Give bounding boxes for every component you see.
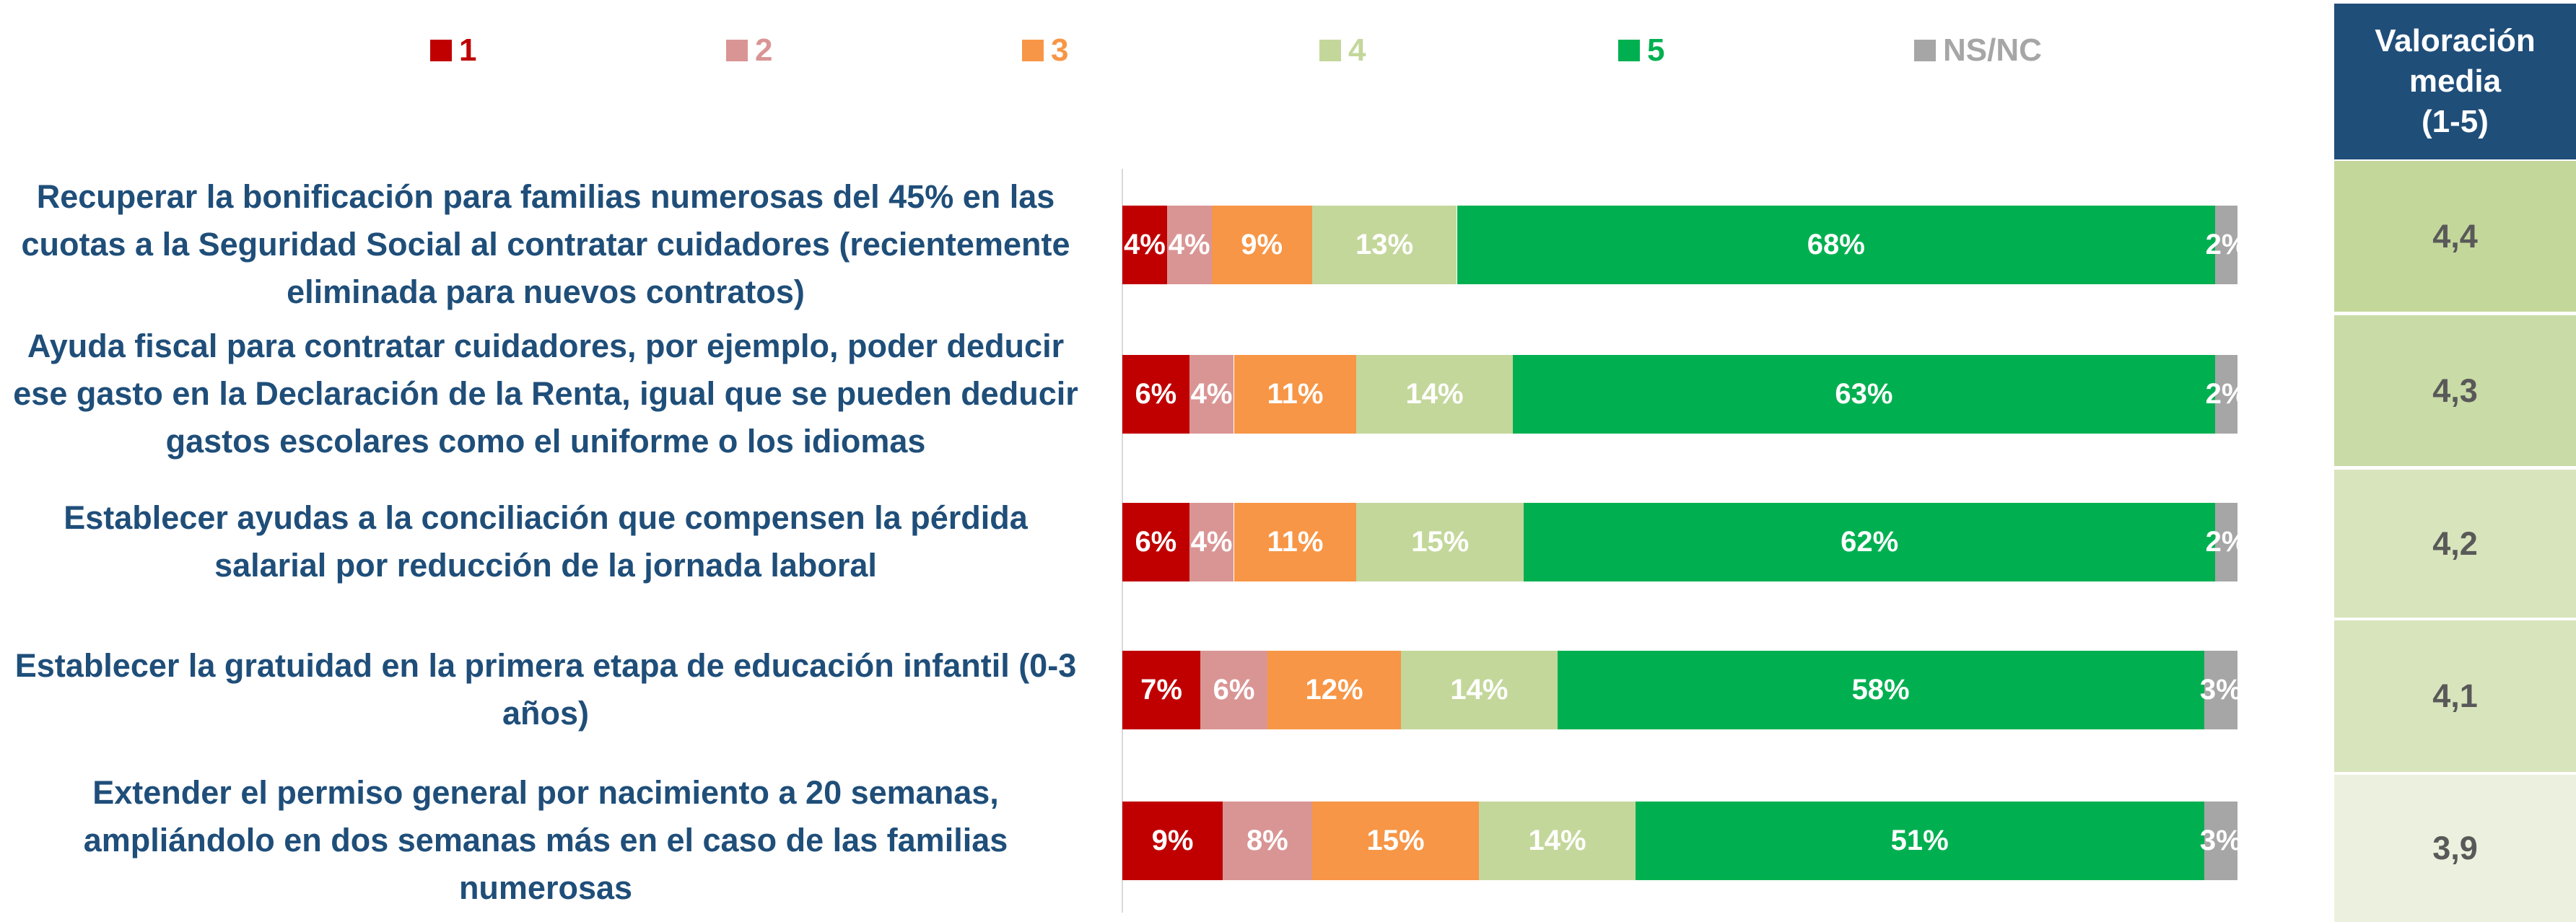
data-label: 12% (1305, 673, 1363, 706)
table-cell: 3,9 (2334, 775, 2576, 922)
data-label: 2% (2205, 228, 2248, 260)
legend-swatch (430, 40, 452, 61)
bar-segment: 12% (1267, 650, 1402, 729)
legend-item: NS/NC (1914, 29, 2042, 72)
data-label: 4% (1190, 377, 1233, 410)
category-label: Ayuda fiscal para contratar cuidadores, … (13, 328, 1078, 460)
table-header: Valoración media (1-5) (2334, 4, 2576, 159)
data-label: 15% (1366, 824, 1425, 856)
legend-swatch (1618, 40, 1640, 61)
data-label: 3% (2199, 824, 2242, 856)
bar-segment: 11% (1234, 354, 1357, 434)
bar-segment: 4% (1166, 205, 1212, 284)
legend-swatch (1319, 40, 1341, 61)
data-label: 4% (1190, 525, 1233, 558)
legend-swatch (726, 40, 748, 61)
bar-segment: 9% (1211, 205, 1312, 284)
bar-segment: 62% (1524, 502, 2216, 581)
data-label: 14% (1528, 824, 1586, 856)
bar-segment: 14% (1479, 801, 1636, 880)
legend-item: 5 (1618, 29, 1664, 72)
data-label: 15% (1411, 525, 1470, 558)
data-label: 6% (1135, 377, 1177, 410)
data-label: 6% (1213, 673, 1255, 706)
legend-label: 4 (1348, 32, 1366, 68)
bar-segment: 9% (1122, 801, 1223, 880)
data-label: 13% (1355, 228, 1414, 260)
bar-segment: 2% (2206, 205, 2247, 284)
bar-segment: 14% (1356, 354, 1513, 434)
data-label: 68% (1807, 228, 1865, 260)
bar-segment: 2% (2206, 354, 2247, 434)
category-label: Establecer ayudas a la conciliación que … (64, 499, 1028, 584)
bar-segment: 4% (1189, 502, 1234, 581)
data-label: 4% (1123, 228, 1166, 260)
data-label: 14% (1405, 377, 1464, 410)
bar-segment: 8% (1223, 801, 1312, 880)
table-cell: 4,1 (2334, 620, 2576, 772)
bar-segment: 4% (1189, 354, 1234, 434)
data-label: 62% (1841, 525, 1899, 558)
data-label: 9% (1241, 228, 1283, 260)
table-cell: 4,2 (2334, 470, 2576, 618)
legend-label: 2 (755, 32, 773, 68)
legend-label: NS/NC (1943, 32, 2042, 68)
legend-swatch (1022, 40, 1044, 61)
bar-segment: 63% (1512, 354, 2216, 434)
legend-item: 3 (1022, 29, 1068, 72)
bar-segment: 14% (1401, 650, 1558, 729)
bar-segment: 2% (2206, 502, 2247, 581)
data-label: 2% (2205, 377, 2248, 410)
data-label: 58% (1851, 673, 1910, 706)
bar-segment: 7% (1122, 650, 1201, 729)
bar-segment: 15% (1311, 801, 1480, 880)
bar-segment: 11% (1234, 502, 1357, 581)
bar-segment: 3% (2200, 801, 2242, 880)
data-label: 3% (2199, 673, 2242, 706)
bar-segment: 51% (1635, 801, 2204, 880)
bar-segment: 6% (1200, 650, 1267, 729)
table-cell: 4,3 (2334, 315, 2576, 466)
bar-segment: 6% (1122, 502, 1189, 581)
category-label: Recuperar la bonificación para familias … (21, 178, 1070, 310)
legend-item: 2 (726, 29, 772, 72)
data-label: 14% (1450, 673, 1509, 706)
bar-segment: 15% (1356, 502, 1524, 581)
legend-swatch (1914, 40, 1936, 61)
legend-item: 4 (1319, 29, 1366, 72)
bar-segment: 4% (1122, 205, 1167, 284)
data-label: 6% (1135, 525, 1177, 558)
data-label: 63% (1835, 377, 1893, 410)
category-label: Establecer la gratuidad en la primera et… (14, 647, 1077, 732)
category-label: Extender el permiso general por nacimien… (83, 774, 1008, 906)
data-label: 2% (2205, 525, 2248, 558)
bar-segment: 13% (1311, 205, 1457, 284)
data-label: 11% (1267, 525, 1324, 558)
legend-label: 1 (459, 32, 477, 68)
legend-label: 3 (1051, 32, 1069, 68)
table-cell: 4,4 (2334, 161, 2576, 312)
data-label: 9% (1151, 824, 1194, 856)
data-label: 8% (1246, 824, 1288, 856)
data-label: 4% (1168, 228, 1210, 260)
legend-item: 1 (430, 29, 476, 72)
data-label: 51% (1890, 824, 1949, 856)
bar-segment: 68% (1457, 205, 2216, 284)
bar-segment: 3% (2200, 650, 2242, 729)
data-label: 7% (1140, 673, 1182, 706)
bar-segment: 58% (1557, 650, 2204, 729)
bar-segment: 6% (1122, 354, 1189, 434)
data-label: 11% (1267, 377, 1324, 410)
legend-label: 5 (1647, 32, 1665, 68)
